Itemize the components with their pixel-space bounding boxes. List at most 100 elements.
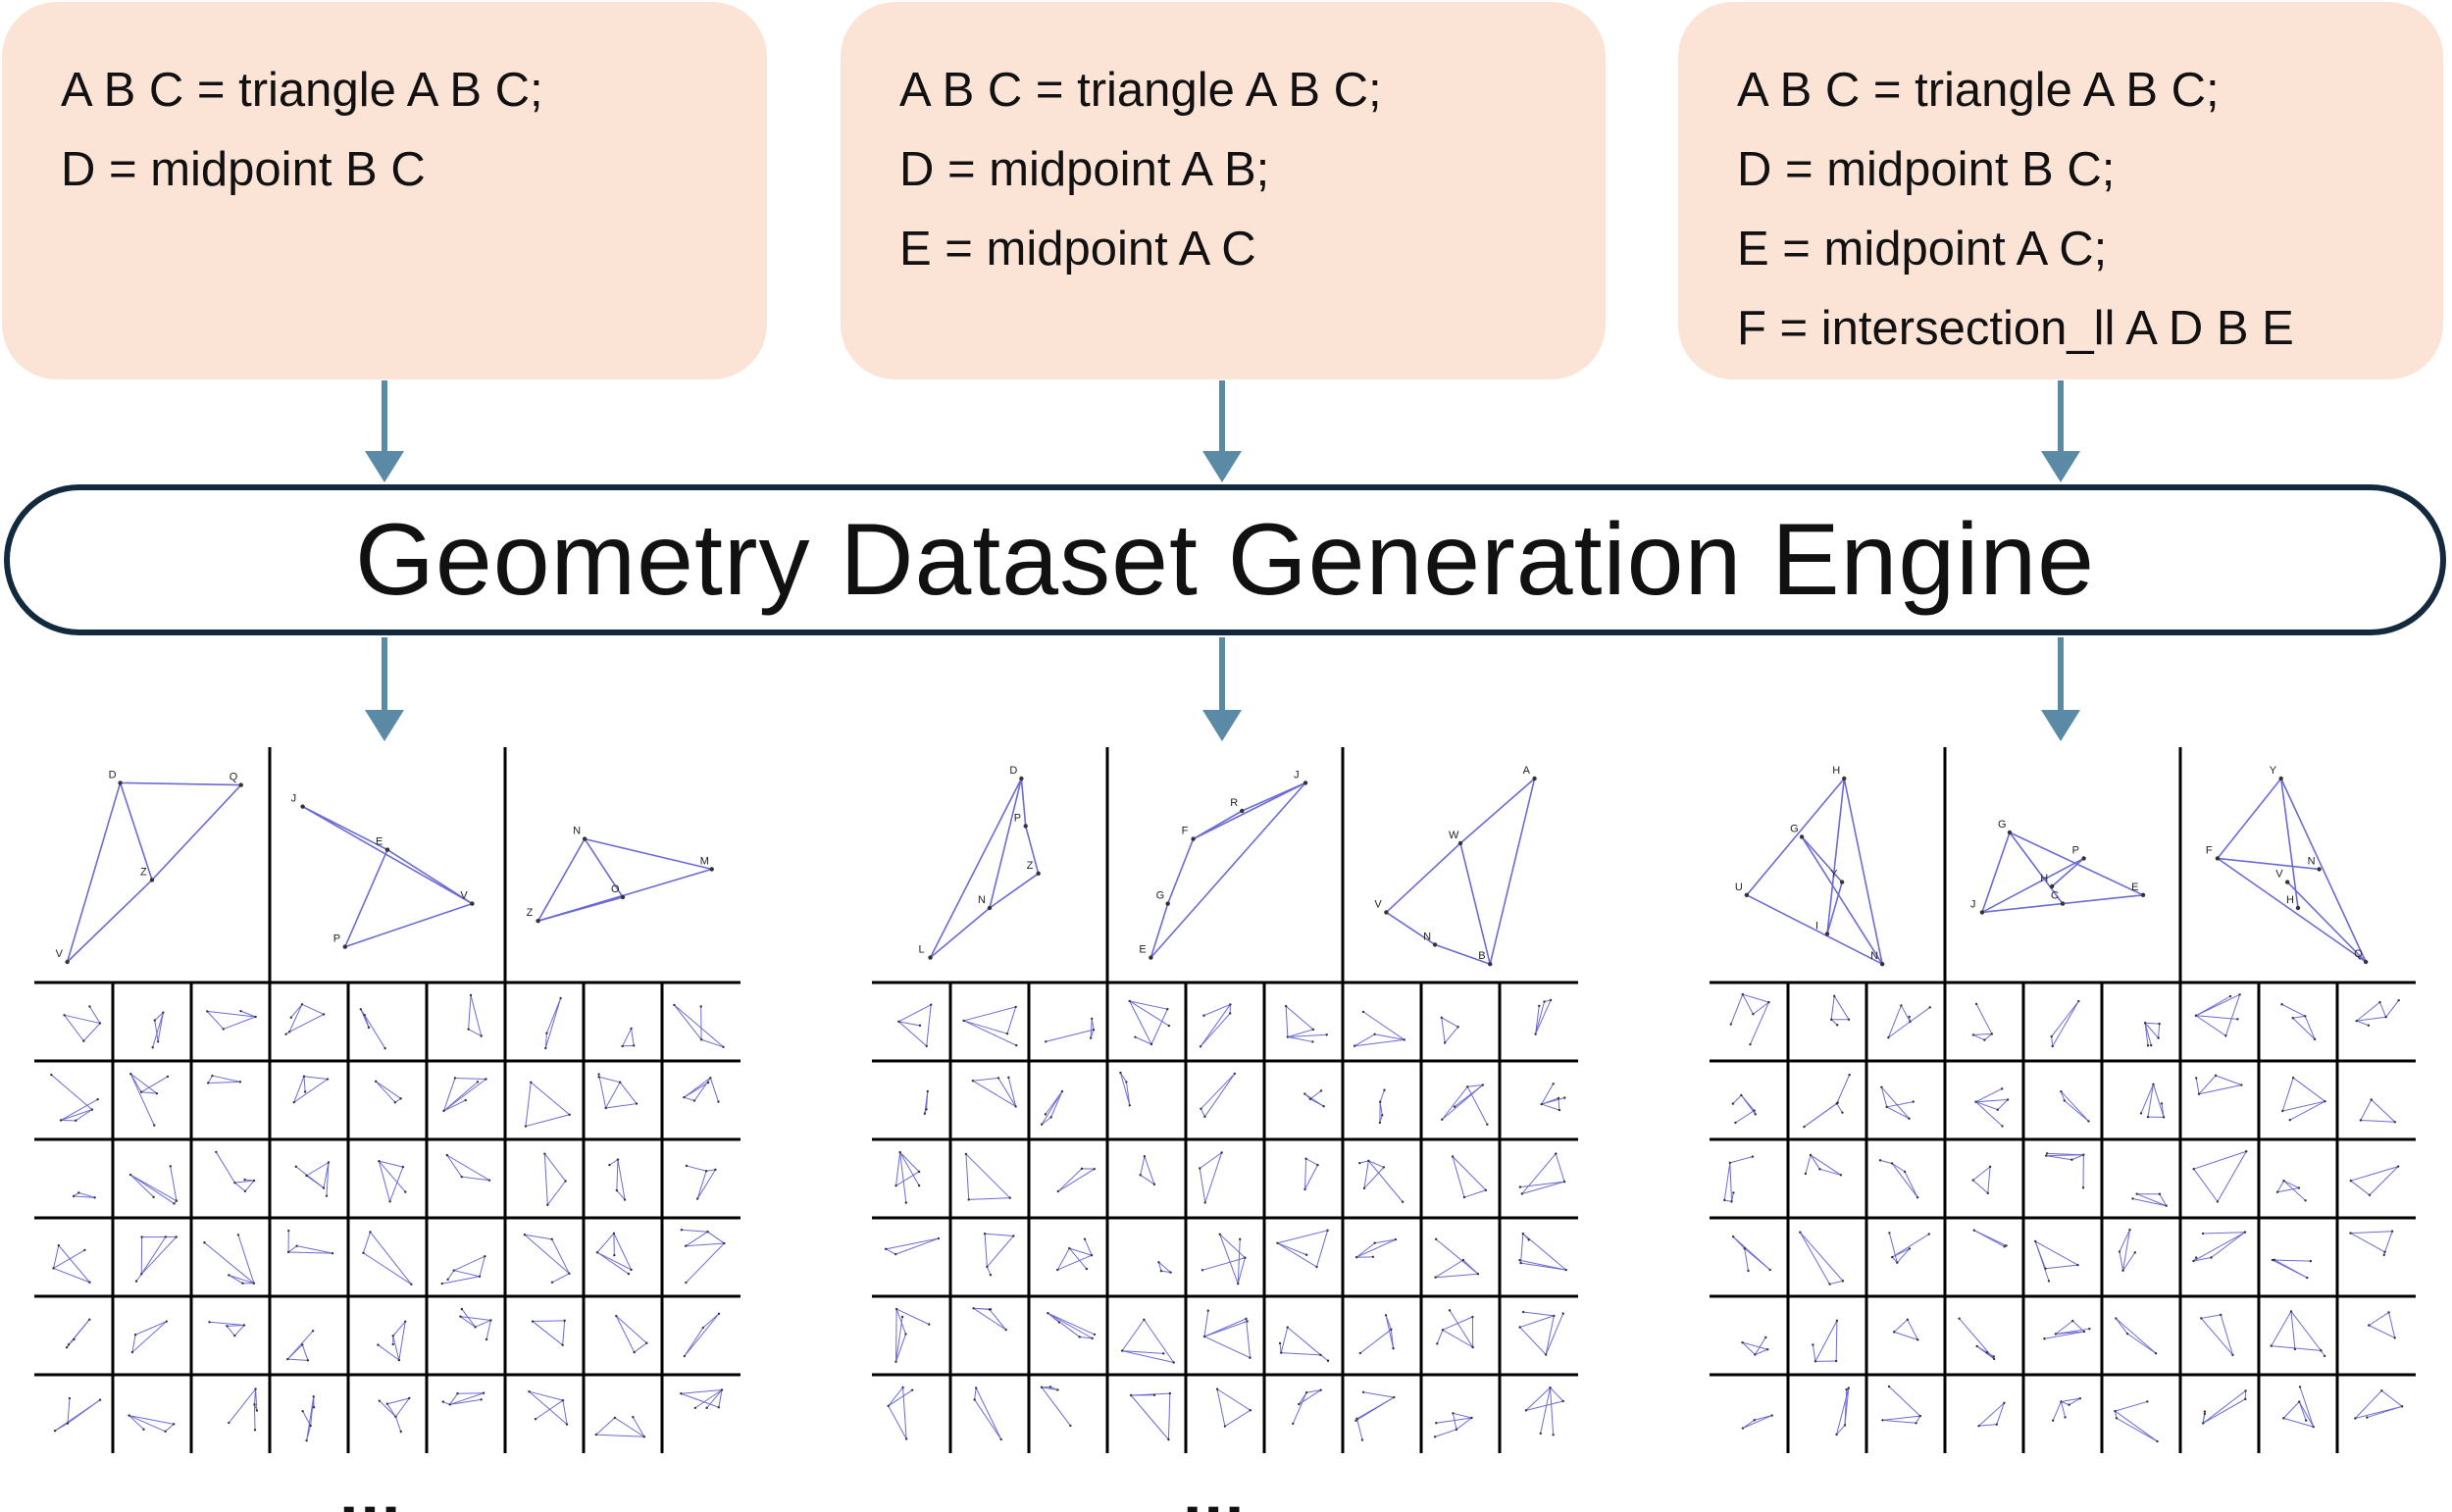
figure-point bbox=[1093, 1333, 1097, 1336]
figure-edge bbox=[926, 1004, 932, 1046]
figure-point bbox=[894, 1360, 897, 1363]
figure-point bbox=[1092, 1028, 1096, 1032]
figure-point bbox=[683, 1095, 686, 1099]
figure-edge bbox=[1835, 1320, 1838, 1362]
figure-point bbox=[2370, 1098, 2373, 1101]
figure-edge bbox=[154, 1012, 164, 1021]
figure-point bbox=[568, 1113, 571, 1116]
figure-edge bbox=[1435, 1238, 1479, 1275]
thumbnail-figure bbox=[1378, 1088, 1386, 1125]
figure-point bbox=[1766, 1348, 1769, 1351]
thumbnail-figure bbox=[683, 1312, 721, 1358]
figure-edge bbox=[1558, 1097, 1560, 1111]
figure-edge bbox=[1742, 993, 1754, 1015]
figure-edge bbox=[1975, 1098, 2009, 1103]
thumbnail-figure bbox=[151, 1011, 165, 1049]
figure-point bbox=[701, 1326, 705, 1330]
figure-edge bbox=[1309, 1090, 1322, 1100]
figure-edge bbox=[686, 1165, 707, 1172]
figure-point bbox=[1069, 1424, 1072, 1428]
grid-lines bbox=[872, 747, 1578, 1453]
figure-edge bbox=[1287, 1029, 1314, 1038]
figure-edge bbox=[1007, 1077, 1017, 1107]
figure-point bbox=[153, 1124, 156, 1127]
figure-point bbox=[2115, 1317, 2118, 1320]
figure-edge bbox=[2116, 1417, 2158, 1442]
figure-edge bbox=[140, 1236, 167, 1275]
figure-point bbox=[2000, 1087, 2004, 1090]
figure-edge bbox=[2282, 1100, 2325, 1112]
figure-point bbox=[65, 1345, 69, 1349]
figure-edge bbox=[525, 1082, 532, 1127]
figure-point bbox=[1544, 1353, 1548, 1356]
figure-edge bbox=[212, 1075, 241, 1083]
figure-point bbox=[470, 901, 475, 906]
figure-point bbox=[2156, 1439, 2159, 1443]
figure-point bbox=[2393, 1121, 2397, 1124]
figure-edge bbox=[532, 1321, 563, 1346]
figure-point bbox=[543, 1152, 546, 1155]
figure-edge bbox=[615, 1315, 636, 1353]
thumbnail-figure bbox=[1974, 1087, 2010, 1128]
figure-point bbox=[2200, 1317, 2203, 1320]
point-label: N bbox=[978, 894, 986, 906]
figure-edge bbox=[1987, 1166, 1991, 1193]
figure-edge bbox=[1916, 1415, 1921, 1424]
figure-point bbox=[1518, 1185, 1522, 1188]
figure-point bbox=[1152, 1183, 1156, 1186]
figure-point bbox=[2306, 1276, 2309, 1280]
figure-edge bbox=[2115, 1410, 2118, 1419]
figure-point bbox=[331, 1251, 334, 1255]
figure-point bbox=[2060, 1400, 2063, 1403]
code-line: A B C = triangle A B C; bbox=[899, 64, 1382, 117]
figure-edge bbox=[75, 1109, 93, 1122]
ellipsis: ... bbox=[339, 1455, 403, 1512]
figure-point bbox=[536, 919, 540, 924]
figure-point bbox=[996, 1077, 1000, 1080]
figure-point bbox=[165, 1320, 168, 1323]
figure-point bbox=[1835, 1319, 1839, 1323]
figure-point bbox=[1089, 1036, 1093, 1039]
figure-point bbox=[1476, 1272, 1480, 1276]
figure-point bbox=[399, 1430, 402, 1434]
figure-edge bbox=[1730, 993, 1744, 1025]
point-label: G bbox=[1156, 890, 1165, 902]
figure-point bbox=[1315, 1265, 1318, 1269]
figure-edge bbox=[1489, 778, 1536, 965]
figure-point bbox=[2140, 892, 2146, 897]
figure-edge bbox=[293, 1076, 305, 1103]
figure-edge bbox=[2298, 1401, 2315, 1428]
thumbnail-figure bbox=[2349, 1230, 2394, 1257]
figure-edge bbox=[370, 1232, 412, 1285]
figure-point bbox=[1434, 1237, 1438, 1241]
thumbnail-figure bbox=[50, 1073, 99, 1123]
figure-point bbox=[1553, 1314, 1556, 1318]
figure-point bbox=[2146, 1044, 2150, 1047]
point-label: N bbox=[573, 826, 581, 837]
figure-point bbox=[1754, 1113, 1757, 1116]
figure-point bbox=[1384, 910, 1389, 915]
figure-point bbox=[2291, 1076, 2295, 1080]
arrow-down-icon bbox=[365, 637, 404, 741]
figure-point bbox=[1048, 1386, 1052, 1388]
figure-point bbox=[1729, 1023, 1733, 1026]
figure-point bbox=[1971, 1179, 1974, 1182]
figure-point bbox=[604, 1106, 607, 1110]
figure-edge bbox=[1041, 1386, 1058, 1390]
figure-edge bbox=[1135, 1036, 1152, 1045]
figure-point bbox=[456, 1391, 459, 1395]
figure-point bbox=[1245, 1317, 1248, 1321]
figure-edge bbox=[288, 1251, 333, 1254]
figure-edge bbox=[255, 1388, 258, 1411]
figure-point bbox=[2293, 1347, 2297, 1351]
figure-point bbox=[983, 1233, 987, 1235]
figure-edge bbox=[129, 1073, 158, 1094]
figure-point bbox=[286, 1250, 290, 1254]
figure-edge bbox=[2051, 1035, 2054, 1047]
thumbnail-figure bbox=[442, 1077, 487, 1113]
figure-point bbox=[441, 1400, 444, 1403]
figure-point bbox=[2045, 1152, 2049, 1155]
